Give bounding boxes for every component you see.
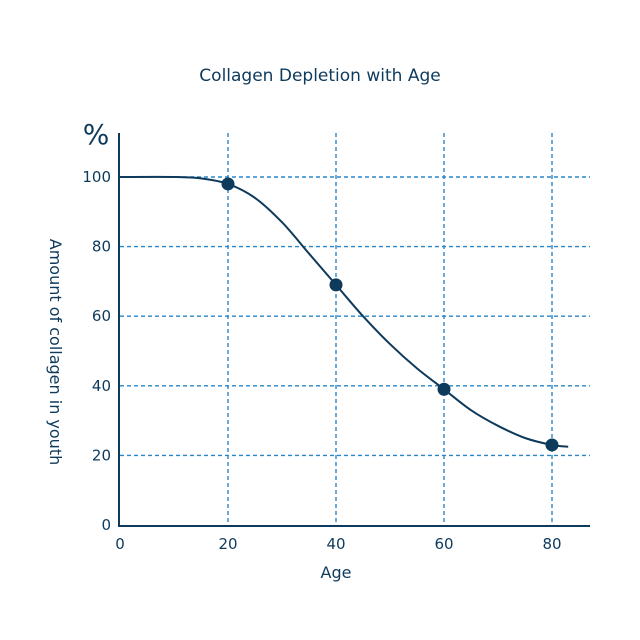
grid-lines <box>120 133 590 525</box>
tick-labels: 0 20 40 60 80 0 20 40 60 80 100 <box>82 168 561 553</box>
y-tick-label: 100 <box>82 168 111 186</box>
x-tick-label: 20 <box>218 535 237 553</box>
y-axis-title: Amount of collagen in youth <box>46 239 65 465</box>
collagen-curve <box>119 175 569 448</box>
x-tick-label: 80 <box>542 535 561 553</box>
data-point-age-20 <box>221 177 235 191</box>
y-tick-label: 60 <box>92 307 111 325</box>
data-point-age-60 <box>437 382 451 396</box>
y-tick-label: 0 <box>101 516 111 534</box>
chart-title: Collagen Depletion with Age <box>199 66 440 86</box>
data-series <box>119 175 569 452</box>
y-tick-label: 40 <box>92 377 111 395</box>
x-tick-label: 40 <box>326 535 345 553</box>
x-axis-title: Age <box>321 563 352 582</box>
axes <box>118 133 590 527</box>
data-point-age-40 <box>329 278 343 292</box>
y-tick-label: 80 <box>92 238 111 256</box>
y-tick-label: 20 <box>92 446 111 464</box>
x-tick-label: 60 <box>434 535 453 553</box>
x-tick-label: 0 <box>115 535 125 553</box>
y-unit-label: % <box>83 118 110 151</box>
data-point-age-80 <box>545 438 559 452</box>
